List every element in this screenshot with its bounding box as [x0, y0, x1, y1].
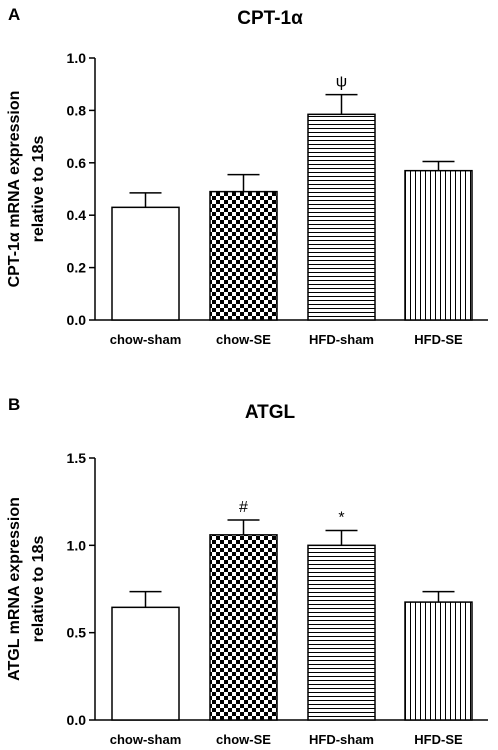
panel-a: A CPT-1α CPT-1α mRNA expression relative to…	[6, 5, 488, 347]
panel-b-category-label: HFD-sham	[309, 732, 374, 747]
panel-b-bar-hfd-sham	[307, 544, 376, 721]
panel-a-category-label: chow-SE	[216, 332, 271, 347]
panel-b-ytick-label: 1.0	[67, 537, 87, 553]
panel-a-ylabel-line-1: CPT-1α mRNA expression	[6, 91, 23, 288]
panel-a-title: CPT-1α	[237, 8, 303, 29]
panel-a-significance-mark: ψ	[336, 74, 347, 91]
panel-a-bar-hfd-se	[404, 169, 473, 321]
panel-b-bar-chow-sham	[111, 606, 180, 721]
panel-b-category-label: chow-sham	[110, 732, 182, 747]
panel-b-ytick-label: 0.0	[67, 712, 87, 728]
panel-b-significance-mark: #	[239, 499, 248, 516]
panel-a-ytick-label: 1.0	[67, 50, 87, 66]
panel-b-ytick-label: 1.5	[67, 450, 87, 466]
panel-b-bar-hfd-se	[404, 601, 473, 721]
panel-a-ylabel-line-2: relative to 18s	[30, 136, 47, 243]
panel-a-ytick-label: 0.6	[67, 155, 87, 171]
panel-a-bar-hfd-sham	[307, 113, 376, 321]
panel-b-category-label: chow-SE	[216, 732, 271, 747]
panel-a-category-label: chow-sham	[110, 332, 182, 347]
panel-a-bar-chow-sham	[111, 206, 180, 321]
panel-a-bar-chow-se	[209, 190, 278, 321]
panel-a-ytick-label: 0.2	[67, 260, 87, 276]
panel-b-category-label: HFD-SE	[414, 732, 463, 747]
panel-a-ytick-label: 0.0	[67, 312, 87, 328]
panel-b-significance-mark: *	[338, 509, 344, 526]
panel-a-letter: A	[8, 5, 20, 24]
panel-b-title: ATGL	[245, 402, 296, 423]
panel-b-ylabel-line-1: ATGL mRNA expression	[6, 497, 23, 681]
panel-b-letter: B	[8, 395, 20, 414]
panel-b-bar-chow-se	[209, 534, 278, 721]
panel-b-ytick-label: 0.5	[67, 625, 87, 641]
panel-b: B ATGL ATGL mRNA expression relative to 18s…	[6, 395, 488, 747]
panel-b-ylabel-line-2: relative to 18s	[30, 536, 47, 643]
panel-a-category-label: HFD-sham	[309, 332, 374, 347]
panel-a-ytick-label: 0.4	[67, 207, 87, 223]
panel-a-ytick-label: 0.8	[67, 102, 87, 118]
panel-a-category-label: HFD-SE	[414, 332, 463, 347]
